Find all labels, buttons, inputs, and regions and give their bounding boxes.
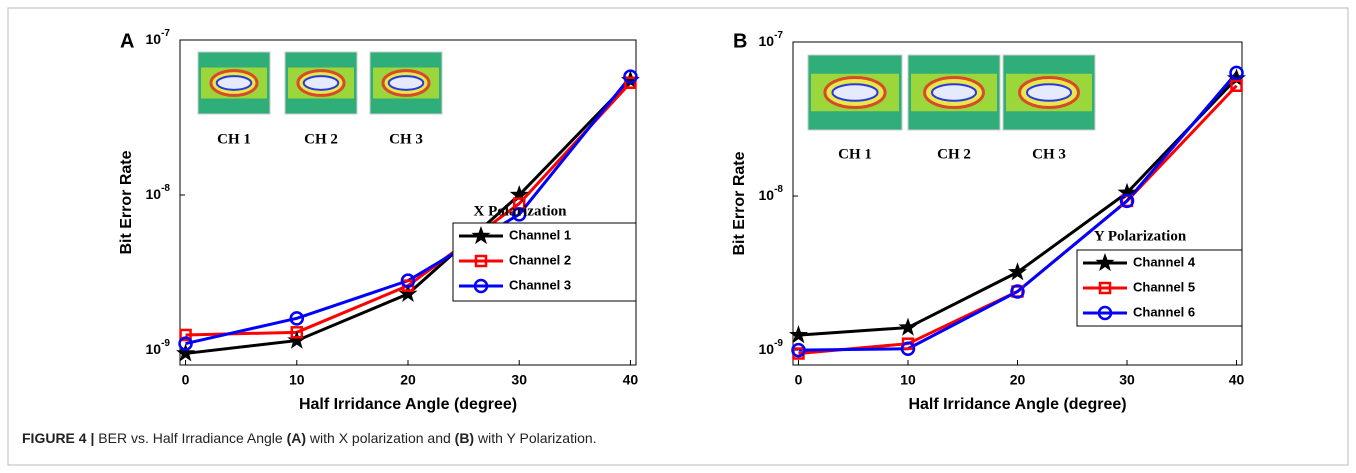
- legend-label: Channel 4: [1133, 254, 1196, 269]
- x-tick-label: 10: [289, 372, 305, 388]
- caption-text: FIGURE 4 |: [22, 430, 94, 446]
- eye-open: [217, 76, 252, 90]
- inset-label: CH 1: [838, 146, 872, 162]
- y-tick-exponent: -7: [161, 28, 170, 39]
- x-axis-label: Half Irridance Angle (degree): [908, 396, 1126, 413]
- y-tick-label: 10-9: [759, 338, 784, 357]
- y-tick-exponent: -9: [161, 338, 170, 349]
- x-tick-label: 0: [795, 372, 803, 388]
- inset-label: CH 3: [389, 131, 423, 147]
- x-tick-label: 0: [182, 372, 190, 388]
- eye-open: [1027, 84, 1071, 101]
- marker-star: [789, 325, 808, 343]
- y-tick-label: 10-8: [759, 184, 784, 203]
- annotation: X Polarization: [474, 203, 568, 219]
- y-tick-base: 10: [759, 341, 775, 357]
- y-tick-label: 10-9: [146, 338, 171, 357]
- caption-text: (B): [455, 430, 474, 446]
- legend-label: Channel 3: [509, 277, 571, 292]
- x-tick-label: 20: [400, 372, 416, 388]
- annotation: Y Polarization: [1094, 228, 1187, 244]
- marker-star: [1008, 262, 1027, 280]
- caption-text: BER vs. Half Irradiance Angle: [94, 430, 286, 446]
- legend-label: Channel 5: [1133, 279, 1195, 294]
- x-tick-label: 30: [1119, 372, 1135, 388]
- y-tick-exponent: -8: [774, 184, 783, 195]
- figure: CH 1CH 2CH 301020304010-910-810-7AHalf I…: [0, 0, 1356, 473]
- caption: FIGURE 4 | BER vs. Half Irradiance Angle…: [22, 430, 597, 446]
- inset-label: CH 2: [937, 146, 971, 162]
- y-tick-label: 10-7: [759, 30, 784, 49]
- y-tick-base: 10: [759, 33, 775, 49]
- eye-open: [832, 84, 877, 101]
- x-tick-label: 10: [900, 372, 916, 388]
- y-tick-exponent: -8: [161, 183, 170, 194]
- eye-open: [389, 76, 424, 90]
- panel-label: A: [120, 30, 134, 52]
- x-tick-label: 20: [1010, 372, 1026, 388]
- page: CH 1CH 2CH 301020304010-910-810-7AHalf I…: [0, 0, 1356, 473]
- inset-label: CH 1: [217, 131, 251, 147]
- caption-text: with Y Polarization.: [474, 430, 596, 446]
- y-tick-base: 10: [146, 186, 162, 202]
- eye-open: [304, 76, 339, 90]
- y-tick-exponent: -9: [774, 338, 783, 349]
- caption-text: (A): [287, 430, 306, 446]
- x-tick-label: 40: [1229, 372, 1245, 388]
- y-tick-base: 10: [146, 31, 162, 47]
- caption-text: with X polarization and: [306, 430, 455, 446]
- x-tick-label: 40: [623, 372, 639, 388]
- panel-label: B: [733, 30, 747, 52]
- y-tick-base: 10: [759, 187, 775, 203]
- y-axis-label: Bit Error Rate: [731, 151, 748, 255]
- y-tick-exponent: -7: [774, 30, 783, 41]
- x-axis-label: Half Irridance Angle (degree): [299, 396, 517, 413]
- y-tick-label: 10-8: [146, 183, 171, 202]
- y-axis-label: Bit Error Rate: [118, 150, 135, 254]
- y-tick-base: 10: [146, 341, 162, 357]
- eye-open: [932, 84, 976, 101]
- legend-label: Channel 6: [1133, 304, 1195, 319]
- inset-label: CH 2: [304, 131, 338, 147]
- inset-label: CH 3: [1032, 146, 1066, 162]
- legend-label: Channel 2: [509, 252, 571, 267]
- x-tick-label: 30: [511, 372, 527, 388]
- y-tick-label: 10-7: [146, 28, 171, 47]
- legend-label: Channel 1: [509, 227, 571, 242]
